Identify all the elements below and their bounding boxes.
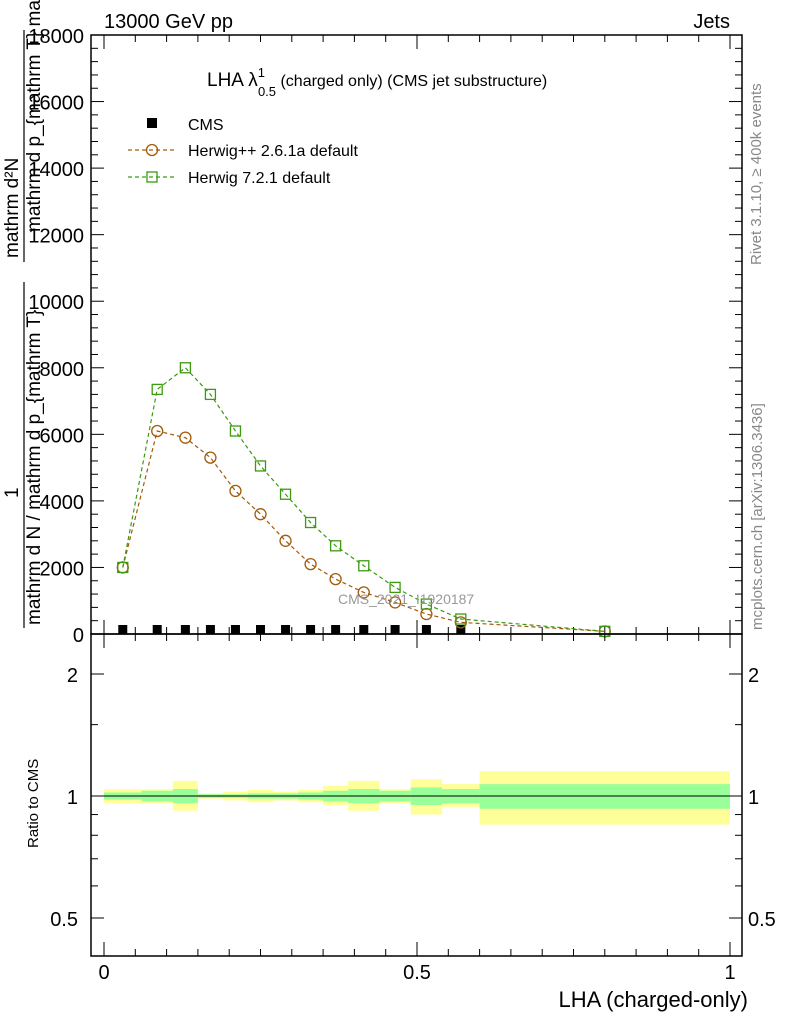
ratio-y-tick-label: 2: [67, 665, 78, 687]
mcplots-label: mcplots.cern.ch [arXiv:1306.3436]: [749, 403, 766, 630]
legend-herwig7-label: Herwig 7.2.1 default: [188, 170, 331, 187]
herwigpp-point: [229, 484, 242, 498]
herwig7-point: [179, 362, 192, 374]
cms-point: [118, 625, 128, 634]
herwigpp-point: [357, 586, 370, 599]
herwigpp-point: [279, 534, 292, 547]
ylabel-denominator-1: mathrm d p_{mathrm T} mathrm d lambda: [24, 0, 45, 232]
herwig7-point: [279, 488, 292, 500]
cms-point: [390, 625, 400, 634]
main-series: [116, 362, 611, 638]
main-y-tick-label: 6000: [40, 425, 85, 447]
x-tick-label: 1: [724, 962, 735, 984]
main-y-tick-label: 8000: [40, 359, 85, 381]
ratio-panel: 0.5 0.5 1 1 2 2 0 0.5 1: [50, 633, 776, 984]
main-y-tick-label: 0: [73, 625, 84, 647]
legend-herwigpp-marker: [145, 143, 159, 157]
herwigpp-point: [151, 424, 164, 438]
herwigpp-point: [304, 557, 317, 571]
ylabel-numerator: mathrm d²N: [2, 158, 23, 258]
header-right: Jets: [693, 11, 730, 33]
rivet-label: Rivet 3.1.10, ≥ 400k events: [748, 83, 765, 265]
herwig7-point: [455, 613, 467, 625]
herwig7-point: [204, 388, 217, 401]
herwig7-point: [117, 561, 129, 574]
cms-point: [180, 625, 190, 634]
herwigpp-point: [388, 596, 402, 609]
x-axis-label: LHA (charged-only): [558, 987, 748, 1012]
herwigpp-point: [420, 607, 433, 621]
herwig7-point: [389, 581, 401, 594]
main-panel: 0 2000 4000 6000 8000 10000 12000 14000 16000 180…: [28, 26, 743, 647]
ylabel-one: 1: [2, 487, 23, 498]
legend-cms-marker: [147, 118, 157, 128]
cms-point: [152, 625, 162, 634]
plot-title: LHA λ1 0.5 (charged only) (CMS jet substr…: [207, 65, 547, 99]
herwig7-point: [329, 540, 342, 552]
ratio-y-tick-label-right: 2: [748, 665, 759, 687]
cms-point: [281, 625, 291, 634]
cms-point: [205, 625, 215, 634]
cms-point: [359, 625, 369, 634]
legend-herwig7-marker: [146, 171, 158, 183]
ratio-bands: [104, 771, 730, 825]
legend: CMS Herwig++ 2.6.1a default Herwig 7.2.1…: [128, 117, 358, 187]
cms-point: [230, 625, 240, 634]
ratio-ticks: 0.5 0.5 1 1 2 2 0 0.5 1: [50, 634, 776, 984]
main-y-tick-label: 2000: [40, 558, 85, 580]
main-y-tick-label: 18000: [28, 26, 84, 48]
main-y-tick-label: 16000: [28, 93, 84, 115]
herwig7-point: [358, 560, 370, 572]
ylabel-denominator-2: mathrm d N / mathrm d p_{mathrm T}: [24, 310, 45, 625]
herwigpp-point: [254, 508, 267, 521]
herwigpp-point: [204, 451, 217, 464]
cms-point: [256, 625, 265, 634]
ratio-y-tick-label-right: 0.5: [748, 909, 776, 931]
cms-point: [306, 625, 316, 634]
main-y-ticks: 0 2000 4000 6000 8000 10000 12000 14000 16000 180…: [28, 26, 742, 647]
ratio-y-tick-label-right: 1: [748, 787, 759, 809]
herwig7-point: [229, 425, 242, 437]
herwigpp-point: [329, 572, 342, 586]
ratio-y-tick-label: 1: [67, 787, 78, 809]
main-y-tick-label: 4000: [40, 492, 85, 514]
x-tick-label: 0.5: [403, 962, 431, 984]
cms-point: [331, 625, 341, 634]
legend-herwigpp-label: Herwig++ 2.6.1a default: [188, 143, 358, 160]
main-y-tick-label: 12000: [28, 226, 84, 248]
main-y-tick-label: 10000: [28, 292, 84, 314]
herwig7-point: [420, 598, 433, 610]
main-y-tick-label: 14000: [28, 159, 84, 181]
ratio-y-tick-label: 0.5: [50, 909, 78, 931]
cms-point: [421, 625, 431, 634]
ratio-y-label: Ratio to CMS: [25, 759, 42, 848]
herwig7-point: [254, 460, 267, 472]
herwig7-point: [151, 383, 163, 396]
watermark: CMS_2021_I1920187: [338, 591, 474, 607]
main-y-axis-label: mathrm d²N mathrm d p_{mathrm T} mathrm …: [2, 0, 45, 628]
header-left: 13000 GeV pp: [104, 11, 233, 33]
legend-cms-label: CMS: [188, 117, 224, 134]
cms-point: [456, 625, 466, 634]
herwigpp-point: [179, 431, 192, 444]
herwig7-point: [304, 516, 317, 529]
x-tick-label: 0: [98, 962, 109, 984]
ratio-frame: [90, 633, 743, 957]
